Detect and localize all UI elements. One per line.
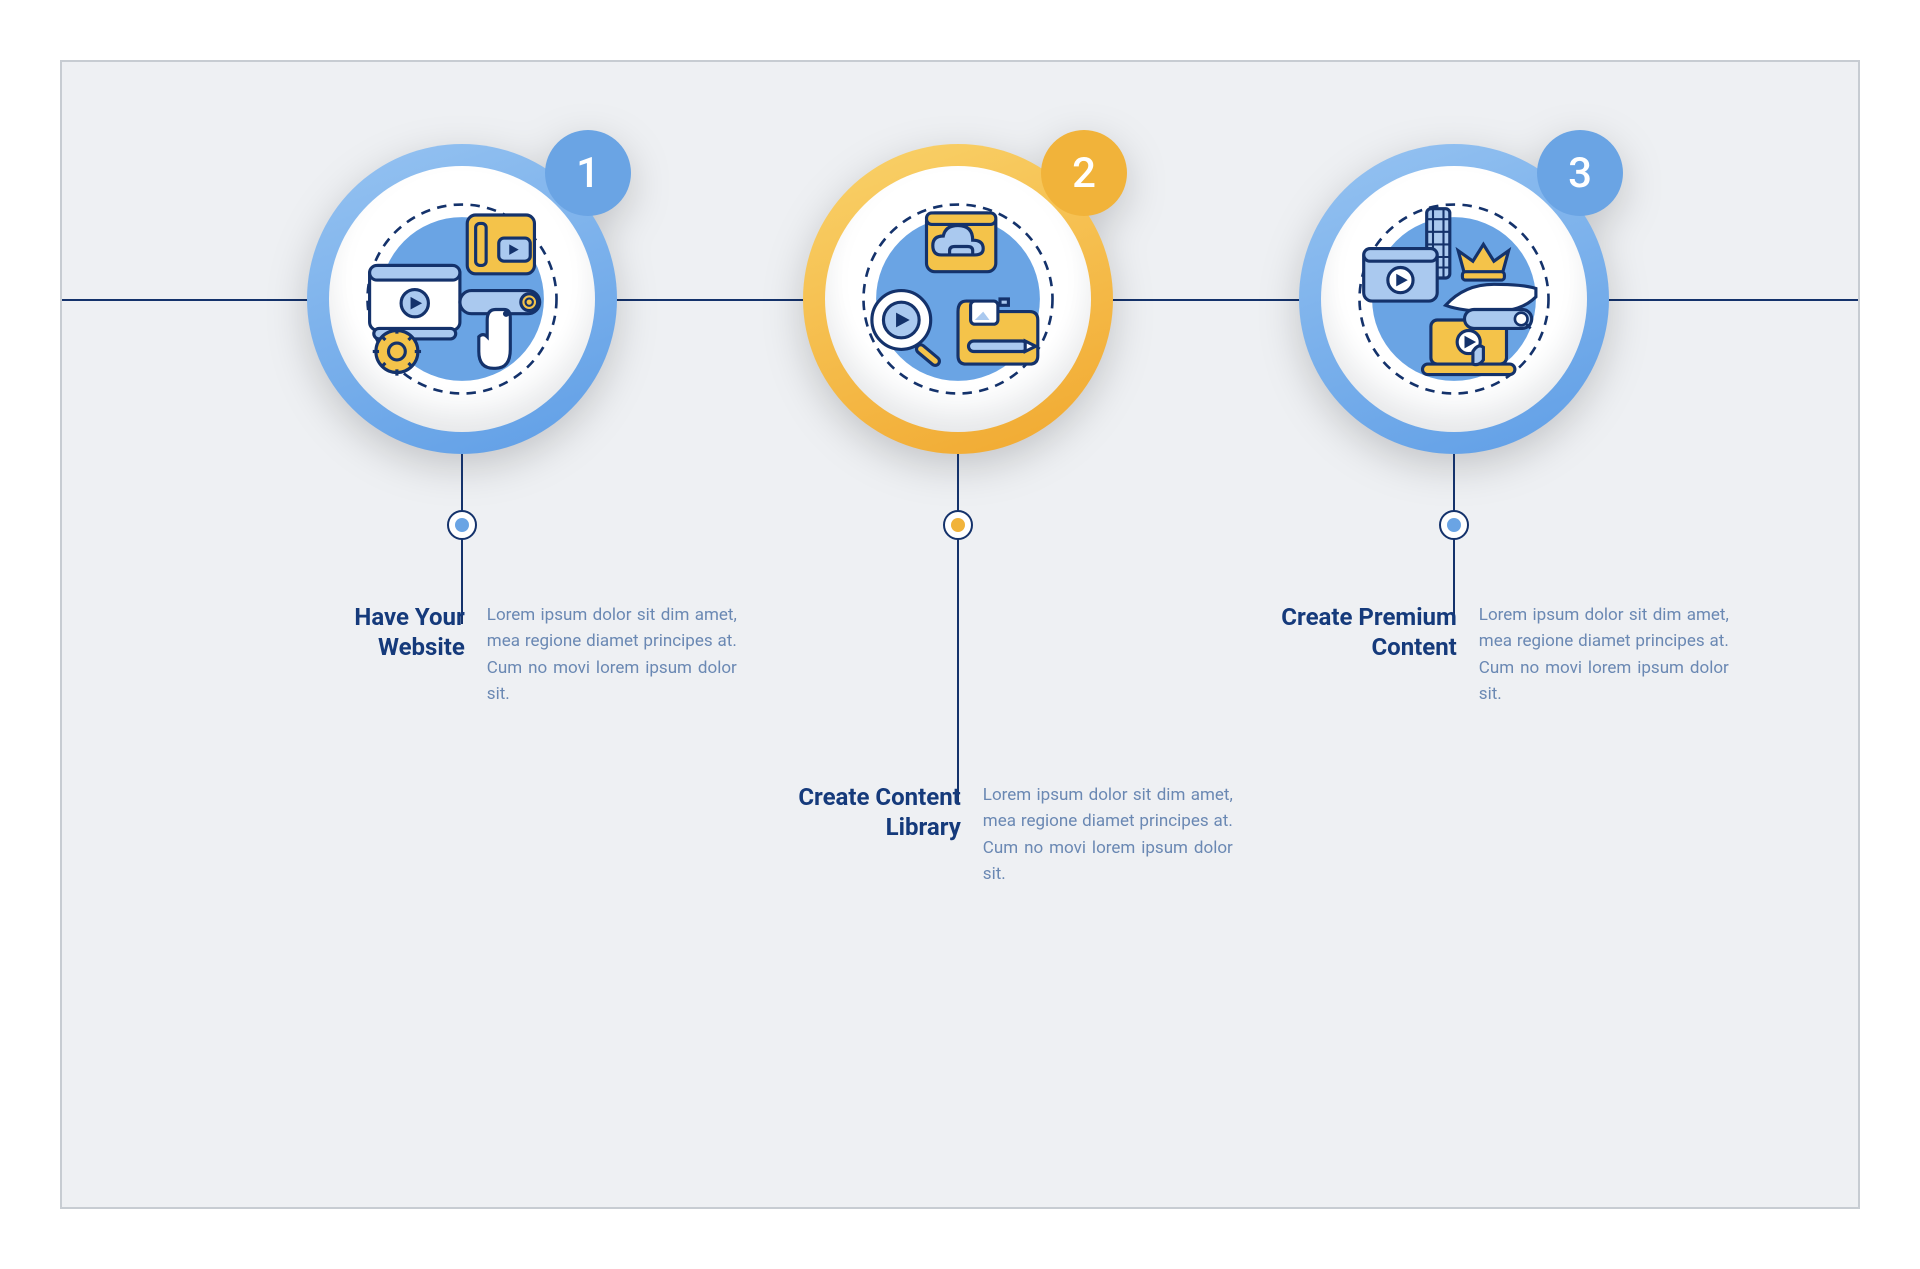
step-2-title: Create Content Library (771, 782, 961, 887)
step-1-number-badge: 1 (545, 130, 631, 216)
premium-content-icon (1349, 194, 1559, 404)
step-1: 1 Have Your Website Lorem ipsum dolor si… (222, 144, 702, 454)
step-3-number: 3 (1568, 149, 1592, 198)
step-2-dot (943, 510, 973, 540)
step-3-dot (1439, 510, 1469, 540)
step-2-connector (957, 454, 959, 804)
step-2-number-badge: 2 (1041, 130, 1127, 216)
step-3-title: Create Premium Content (1267, 602, 1457, 707)
step-1-number: 1 (576, 149, 600, 198)
step-2-text: Create Content Library Lorem ipsum dolor… (771, 782, 1251, 887)
infographic-stage: 1 Have Your Website Lorem ipsum dolor si… (60, 60, 1860, 1209)
step-1-ring: 1 (307, 144, 617, 454)
step-3-body: Lorem ipsum dolor sit dim amet, mea regi… (1479, 602, 1729, 707)
step-2-ring: 2 (803, 144, 1113, 454)
step-1-body: Lorem ipsum dolor sit dim amet, mea regi… (487, 602, 737, 707)
step-1-title: Have Your Website (275, 602, 465, 707)
step-3-ring: 3 (1299, 144, 1609, 454)
step-2-number: 2 (1072, 149, 1096, 198)
step-1-text: Have Your Website Lorem ipsum dolor sit … (275, 602, 755, 707)
step-3: 3 Create Premium Content Lorem ipsum dol… (1214, 144, 1694, 454)
step-2-body: Lorem ipsum dolor sit dim amet, mea regi… (983, 782, 1233, 887)
step-3-number-badge: 3 (1537, 130, 1623, 216)
step-2: 2 Create Content Library Lorem ipsum dol… (718, 144, 1198, 454)
step-1-dot (447, 510, 477, 540)
step-3-text: Create Premium Content Lorem ipsum dolor… (1267, 602, 1747, 707)
content-library-icon (853, 194, 1063, 404)
website-builder-icon (357, 194, 567, 404)
